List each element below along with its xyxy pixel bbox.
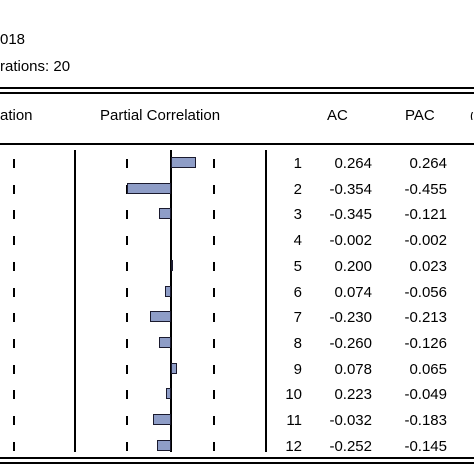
top-rule-2 [0,92,474,94]
lag-number: 9 [293,360,302,378]
pac-bar [170,157,197,168]
pac-bar [159,208,171,220]
pac-value: -0.056 [404,283,447,301]
column-autocorrelation-header: ation [0,107,33,124]
column-partial-correlation-header: Partial Correlation [100,107,221,124]
pac-bar [170,362,177,374]
ac-confidence-bound-mark [13,338,15,348]
ac-confidence-bound-mark [13,364,15,374]
bottom-rule-1 [0,457,474,459]
pac-upper-confidence-bound-mark [213,416,215,425]
pac-bar [170,259,173,271]
ac-value: 0.200 [334,257,372,275]
pac-lower-confidence-bound-mark [126,390,128,400]
column-pac-header: PAC [405,107,435,124]
ac-confidence-bound-mark [13,210,15,220]
ac-confidence-bound-mark [13,313,15,323]
ac-confidence-bound-mark [13,390,15,400]
header-observations-fragment: rations: 20 [0,58,71,75]
pac-upper-confidence-bound-mark [213,441,215,451]
ac-confidence-bound-mark [13,261,15,271]
pac-lower-confidence-bound-mark [126,159,128,168]
header-date-fragment: 018 [0,31,26,48]
lag-number: 3 [293,206,302,224]
pac-value: 0.023 [409,257,447,275]
pac-value: -0.049 [404,386,447,404]
pac-upper-confidence-bound-mark [213,338,215,348]
lag-number: 12 [285,437,302,455]
pac-upper-confidence-bound-mark [213,313,215,323]
pac-upper-confidence-bound-mark [213,184,215,194]
pac-lower-confidence-bound-mark [126,261,128,271]
pac-bar [158,336,171,348]
ac-confidence-bound-mark [13,236,15,246]
lag-number: 2 [293,180,302,198]
header-rule [0,143,474,145]
pac-value: 0.264 [409,155,447,172]
column-ac-header: AC [327,107,348,124]
pac-value: -0.183 [404,412,447,429]
pac-value: -0.126 [404,334,447,352]
lag-number: 1 [293,155,302,172]
pac-lower-confidence-bound-mark [126,338,128,348]
ac-value: 0.264 [334,155,372,172]
ac-value: -0.032 [329,412,372,429]
top-rule-1 [0,87,474,89]
ac-confidence-bound-mark [13,441,15,451]
ac-confidence-bound-mark [13,416,15,425]
pac-bar [153,414,171,425]
pac-upper-confidence-bound-mark [213,261,215,271]
pac-lower-confidence-bound-mark [126,441,128,451]
pac-value: -0.121 [404,206,447,224]
pac-lower-confidence-bound-mark [126,210,128,220]
pac-lower-confidence-bound-mark [126,364,128,374]
pac-bar [127,182,171,194]
bottom-rule-2 [0,462,474,464]
column-separator-left [74,150,76,452]
ac-value: 0.223 [334,386,372,404]
ac-value: 0.074 [334,283,372,301]
lag-number: 8 [293,334,302,352]
clipped-column-fragment: ( [470,112,474,120]
ac-confidence-bound-mark [13,287,15,297]
partial-correlation-zero-axis [170,150,172,452]
pac-lower-confidence-bound-mark [126,236,128,246]
pac-upper-confidence-bound-mark [213,287,215,297]
pac-upper-confidence-bound-mark [213,236,215,246]
pac-value: -0.002 [404,232,447,250]
ac-value: -0.345 [329,206,372,224]
ac-confidence-bound-mark [13,184,15,194]
lag-number: 11 [286,412,302,429]
ac-value: -0.354 [329,180,372,198]
ac-value: 0.078 [334,360,372,378]
pac-lower-confidence-bound-mark [126,313,128,323]
pac-lower-confidence-bound-mark [126,184,128,194]
pac-value: -0.213 [404,309,447,327]
pac-bar [156,439,171,451]
pac-upper-confidence-bound-mark [213,210,215,220]
pac-lower-confidence-bound-mark [126,416,128,425]
ac-value: -0.260 [329,334,372,352]
lag-number: 10 [285,386,302,404]
lag-number: 5 [293,257,302,275]
lag-number: 4 [293,232,302,250]
pac-value: 0.065 [409,360,447,378]
ac-value: -0.252 [329,437,372,455]
pac-value: -0.455 [404,180,447,198]
ac-confidence-bound-mark [13,159,15,168]
pac-bar [166,388,171,400]
lag-number: 7 [293,309,302,327]
pac-bar [150,311,171,323]
pac-upper-confidence-bound-mark [213,390,215,400]
ac-value: -0.230 [329,309,372,327]
pac-bar [165,285,171,297]
pac-value: -0.145 [404,437,447,455]
pac-lower-confidence-bound-mark [126,287,128,297]
column-separator-right [265,150,267,452]
lag-number: 6 [293,283,302,301]
pac-upper-confidence-bound-mark [213,159,215,168]
pac-upper-confidence-bound-mark [213,364,215,374]
ac-value: -0.002 [329,232,372,250]
